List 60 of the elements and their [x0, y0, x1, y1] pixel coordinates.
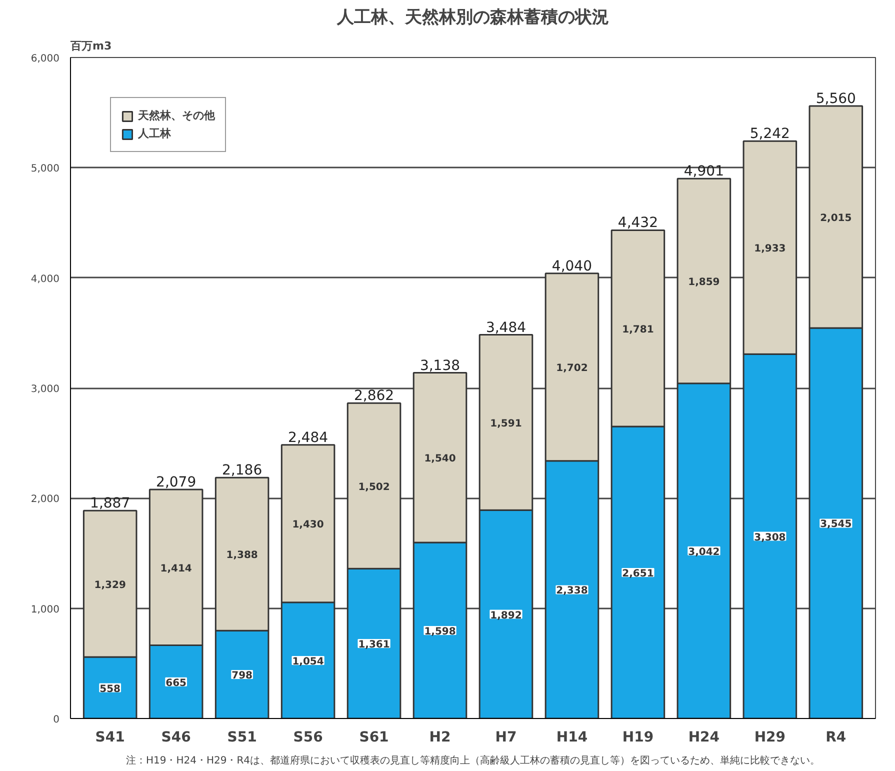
- data-label: 1,933: [754, 244, 786, 255]
- data-label: 3,042: [688, 546, 720, 558]
- data-label: 1,329: [94, 580, 126, 591]
- data-label: 665: [166, 678, 187, 689]
- x-tick-label: S56: [293, 730, 323, 746]
- y-tick-label: 0: [53, 714, 60, 726]
- total-label: 3,138: [420, 358, 460, 374]
- data-label: 1,502: [358, 482, 390, 493]
- data-label: 798: [232, 670, 253, 682]
- total-label: 4,432: [618, 215, 658, 232]
- y-tick-label: 4,000: [30, 274, 60, 285]
- x-tick-label: S61: [359, 730, 389, 746]
- total-label: 5,242: [750, 126, 790, 142]
- data-label: 1,361: [358, 640, 390, 651]
- data-label: 558: [100, 684, 121, 695]
- x-tick-label: S46: [161, 730, 191, 746]
- y-tick-label: 2,000: [30, 494, 60, 506]
- data-label: 3,545: [820, 519, 852, 530]
- y-tick-label: 6,000: [30, 54, 60, 64]
- x-tick-label: S41: [95, 730, 125, 746]
- total-label: 4,040: [552, 258, 592, 274]
- data-label: 1,414: [160, 563, 192, 574]
- x-tick-label: S51: [227, 730, 257, 746]
- data-label: 1,054: [292, 656, 324, 668]
- data-label: 3,308: [754, 532, 786, 544]
- total-label: 2,484: [288, 430, 328, 446]
- data-label: 1,591: [490, 418, 522, 430]
- total-label: 1,887: [90, 496, 130, 512]
- legend-label: 人工林: [138, 126, 171, 141]
- data-label: 1,859: [688, 276, 720, 288]
- data-label: 2,651: [622, 568, 654, 580]
- x-tick-label: H24: [688, 730, 720, 746]
- y-axis-title: 百万m3: [70, 40, 112, 52]
- x-tick-label: H14: [556, 730, 588, 746]
- x-tick-label: H2: [429, 730, 451, 746]
- data-label: 1,388: [226, 550, 258, 562]
- total-label: 2,862: [354, 388, 394, 404]
- x-tick-label: H7: [495, 730, 517, 746]
- y-tick-label: 5,000: [30, 164, 60, 175]
- data-label: 1,430: [292, 520, 324, 531]
- data-label: 1,781: [622, 324, 654, 336]
- total-label: 3,484: [486, 320, 526, 336]
- total-label: 2,079: [156, 474, 196, 490]
- data-label: 1,702: [556, 363, 588, 374]
- data-label: 1,540: [424, 454, 456, 465]
- data-label: 2,338: [556, 586, 588, 597]
- legend-label: 天然林、その他: [138, 108, 215, 123]
- x-tick-label: H29: [754, 730, 786, 746]
- total-label: 5,560: [816, 90, 856, 107]
- x-tick-label: H19: [622, 730, 654, 746]
- y-tick-label: 3,000: [30, 384, 60, 395]
- text: 注：H19・H24・H29・R4は、都道府県において収穫表の見直し等精度向上（高齢級人工林の蓄積の見直し等）を図っているため、単純に比較できない。: [126, 754, 820, 766]
- x-tick-label: R4: [826, 730, 846, 746]
- chart-title: 人工林、天然林別の森林蓄積の状況: [336, 8, 609, 28]
- y-tick-label: 1,000: [30, 604, 60, 616]
- total-label: 2,186: [222, 462, 262, 479]
- data-label: 2,015: [820, 212, 852, 224]
- data-label: 1,598: [424, 626, 456, 638]
- data-label: 1,892: [490, 610, 522, 622]
- total-label: 4,901: [684, 164, 724, 180]
